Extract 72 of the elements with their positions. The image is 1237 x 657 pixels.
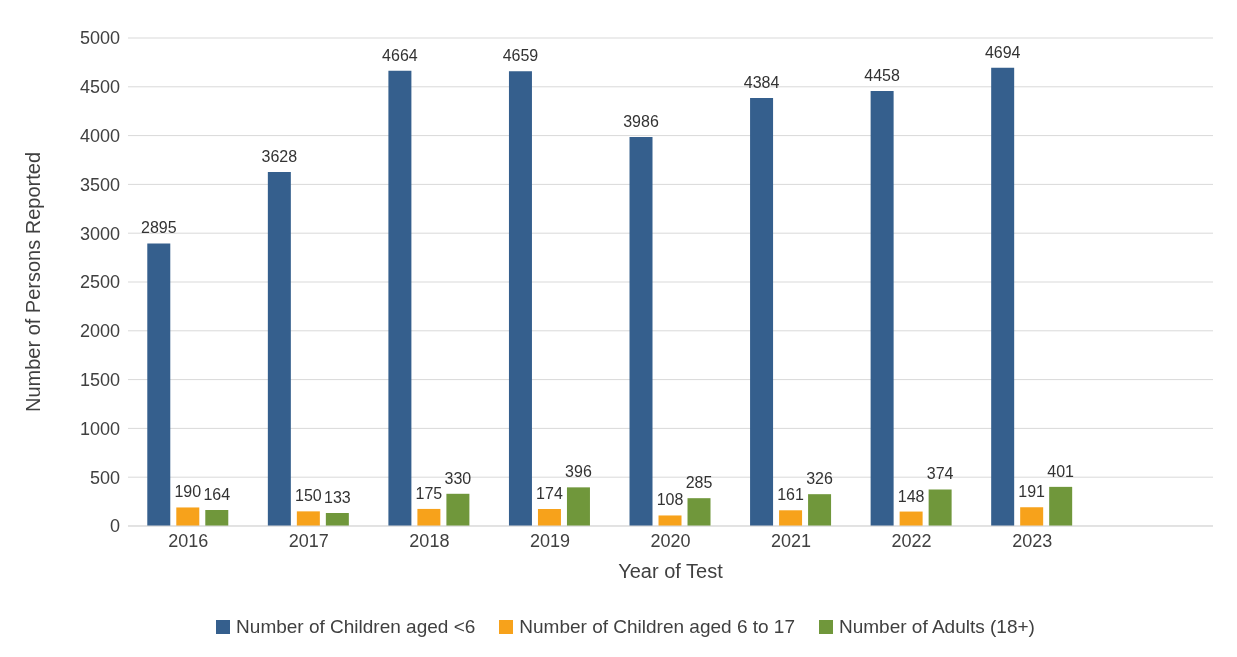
bar — [176, 507, 200, 526]
data-label: 374 — [926, 465, 954, 483]
data-label: 191 — [1018, 483, 1046, 501]
bar — [325, 513, 349, 526]
bar — [808, 494, 832, 526]
bar — [566, 487, 590, 526]
x-tick-label: 2023 — [1012, 530, 1053, 551]
bar — [1020, 507, 1044, 526]
y-tick-label: 1000 — [79, 418, 120, 439]
data-label: 4694 — [984, 43, 1021, 61]
data-label: 161 — [777, 486, 805, 504]
x-axis-title: Year of Test — [618, 560, 724, 582]
data-label: 326 — [806, 470, 834, 488]
data-label: 4384 — [743, 74, 780, 92]
bar — [388, 70, 412, 526]
data-label: 330 — [444, 469, 472, 487]
data-label: 3628 — [261, 147, 298, 165]
bar — [750, 98, 774, 526]
bar — [296, 511, 320, 526]
data-label: 148 — [897, 487, 925, 505]
data-label: 4659 — [502, 47, 539, 65]
bar — [899, 511, 923, 526]
data-label: 4458 — [864, 66, 901, 84]
bar — [687, 498, 711, 526]
bar — [508, 71, 532, 526]
data-label: 401 — [1047, 462, 1075, 480]
y-tick-label: 5000 — [79, 28, 120, 49]
data-label: 164 — [203, 485, 231, 503]
bar — [417, 508, 441, 526]
bar — [658, 515, 682, 526]
y-tick-label: 3500 — [79, 174, 120, 195]
data-label: 285 — [685, 474, 713, 492]
y-tick-label: 3000 — [79, 223, 120, 244]
legend-label: Number of Children aged 6 to 17 — [519, 616, 795, 638]
bar — [147, 243, 171, 526]
x-tick-label: 2022 — [891, 530, 932, 551]
bar — [537, 509, 561, 526]
y-axis-title: Number of Persons Reported — [22, 151, 45, 413]
y-tick-label: 1500 — [79, 369, 120, 390]
data-label: 133 — [323, 489, 351, 507]
bar — [991, 67, 1015, 526]
x-tick-label: 2018 — [409, 530, 450, 551]
y-tick-label: 500 — [89, 467, 120, 488]
data-label: 190 — [174, 483, 202, 501]
data-label: 175 — [415, 484, 443, 502]
data-label: 3986 — [623, 112, 659, 130]
bar — [928, 489, 952, 526]
bar — [446, 493, 470, 526]
y-tick-label: 4500 — [79, 77, 120, 98]
x-tick-label: 2021 — [771, 530, 812, 551]
bar — [629, 136, 653, 526]
data-label: 4664 — [382, 46, 418, 64]
data-label: 108 — [656, 491, 684, 509]
y-tick-label: 2000 — [79, 321, 120, 342]
legend-label: Number of Children aged <6 — [236, 616, 476, 638]
y-tick-label: 4000 — [79, 125, 120, 146]
y-tick-label: 2500 — [79, 272, 120, 293]
bar — [1049, 486, 1073, 526]
bar — [779, 510, 803, 526]
bar — [267, 171, 291, 526]
data-label: 174 — [536, 485, 563, 503]
data-label: 396 — [565, 463, 592, 481]
legend-label: Number of Adults (18+) — [839, 616, 1035, 638]
x-tick-label: 2017 — [288, 530, 329, 551]
bar — [870, 90, 894, 526]
x-tick-label: 2016 — [168, 530, 209, 551]
data-label: 150 — [294, 487, 322, 505]
x-tick-label: 2020 — [650, 530, 691, 551]
x-tick-label: 2019 — [529, 530, 570, 551]
y-tick-label: 0 — [109, 516, 120, 537]
bar — [205, 509, 229, 526]
data-label: 2895 — [140, 219, 177, 237]
